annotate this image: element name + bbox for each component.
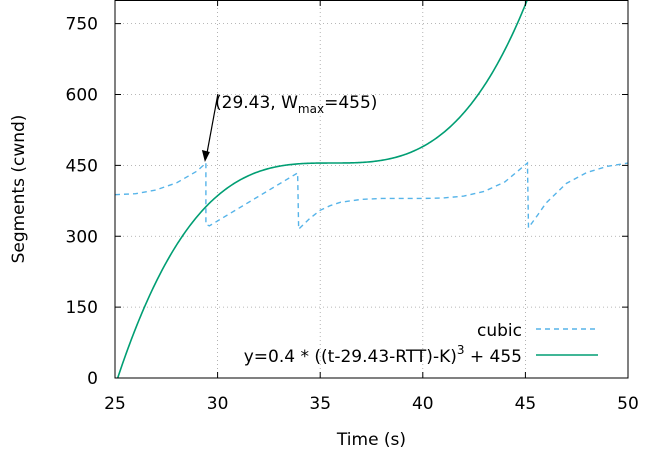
legend-formula-superscript: 3 — [457, 343, 465, 357]
legend-formula-suffix: + 455 — [465, 347, 523, 367]
series-formula-line — [116, 0, 529, 378]
annotation-arrowhead — [201, 150, 210, 163]
series-cubic-line — [115, 161, 628, 231]
annotation-suffix: =455) — [324, 93, 377, 113]
annotation-arrow — [205, 93, 219, 160]
y-axis-title: Segments (cwnd) — [9, 115, 29, 264]
y-tick-label: 600 — [66, 86, 98, 106]
y-tick-label: 300 — [66, 227, 98, 247]
grid — [115, 0, 628, 378]
x-tick-label: 45 — [515, 394, 537, 414]
x-axis-title: Time (s) — [336, 430, 406, 450]
y-tick-label: 150 — [66, 298, 98, 318]
legend-label-cubic: cubic — [477, 321, 522, 341]
y-tick-label: 750 — [66, 15, 98, 35]
x-tick-label: 40 — [412, 394, 434, 414]
x-tick-label: 25 — [104, 394, 126, 414]
legend-label-formula: y=0.4 * ((t-29.43-RTT)-K)3 + 455 — [244, 343, 522, 367]
annotation-subscript: max — [298, 102, 324, 116]
legend-formula-prefix: y=0.4 * ((t-29.43-RTT)-K) — [244, 347, 457, 367]
x-tick-label: 35 — [309, 394, 331, 414]
ticks: 25 30 35 40 45 50 0 150 300 450 600 750 — [66, 0, 639, 414]
annotation-label: (29.43, Wmax=455) — [215, 93, 377, 116]
y-tick-label: 0 — [87, 369, 98, 389]
plot-frame — [114, 0, 629, 379]
annotation-prefix: (29.43, W — [215, 93, 298, 113]
y-tick-label: 450 — [66, 156, 98, 176]
legend: cubic y=0.4 * ((t-29.43-RTT)-K)3 + 455 — [244, 321, 598, 367]
series-layer — [115, 0, 628, 378]
x-tick-label: 50 — [617, 394, 639, 414]
annotation: (29.43, Wmax=455) — [201, 93, 377, 163]
x-tick-label: 30 — [207, 394, 229, 414]
